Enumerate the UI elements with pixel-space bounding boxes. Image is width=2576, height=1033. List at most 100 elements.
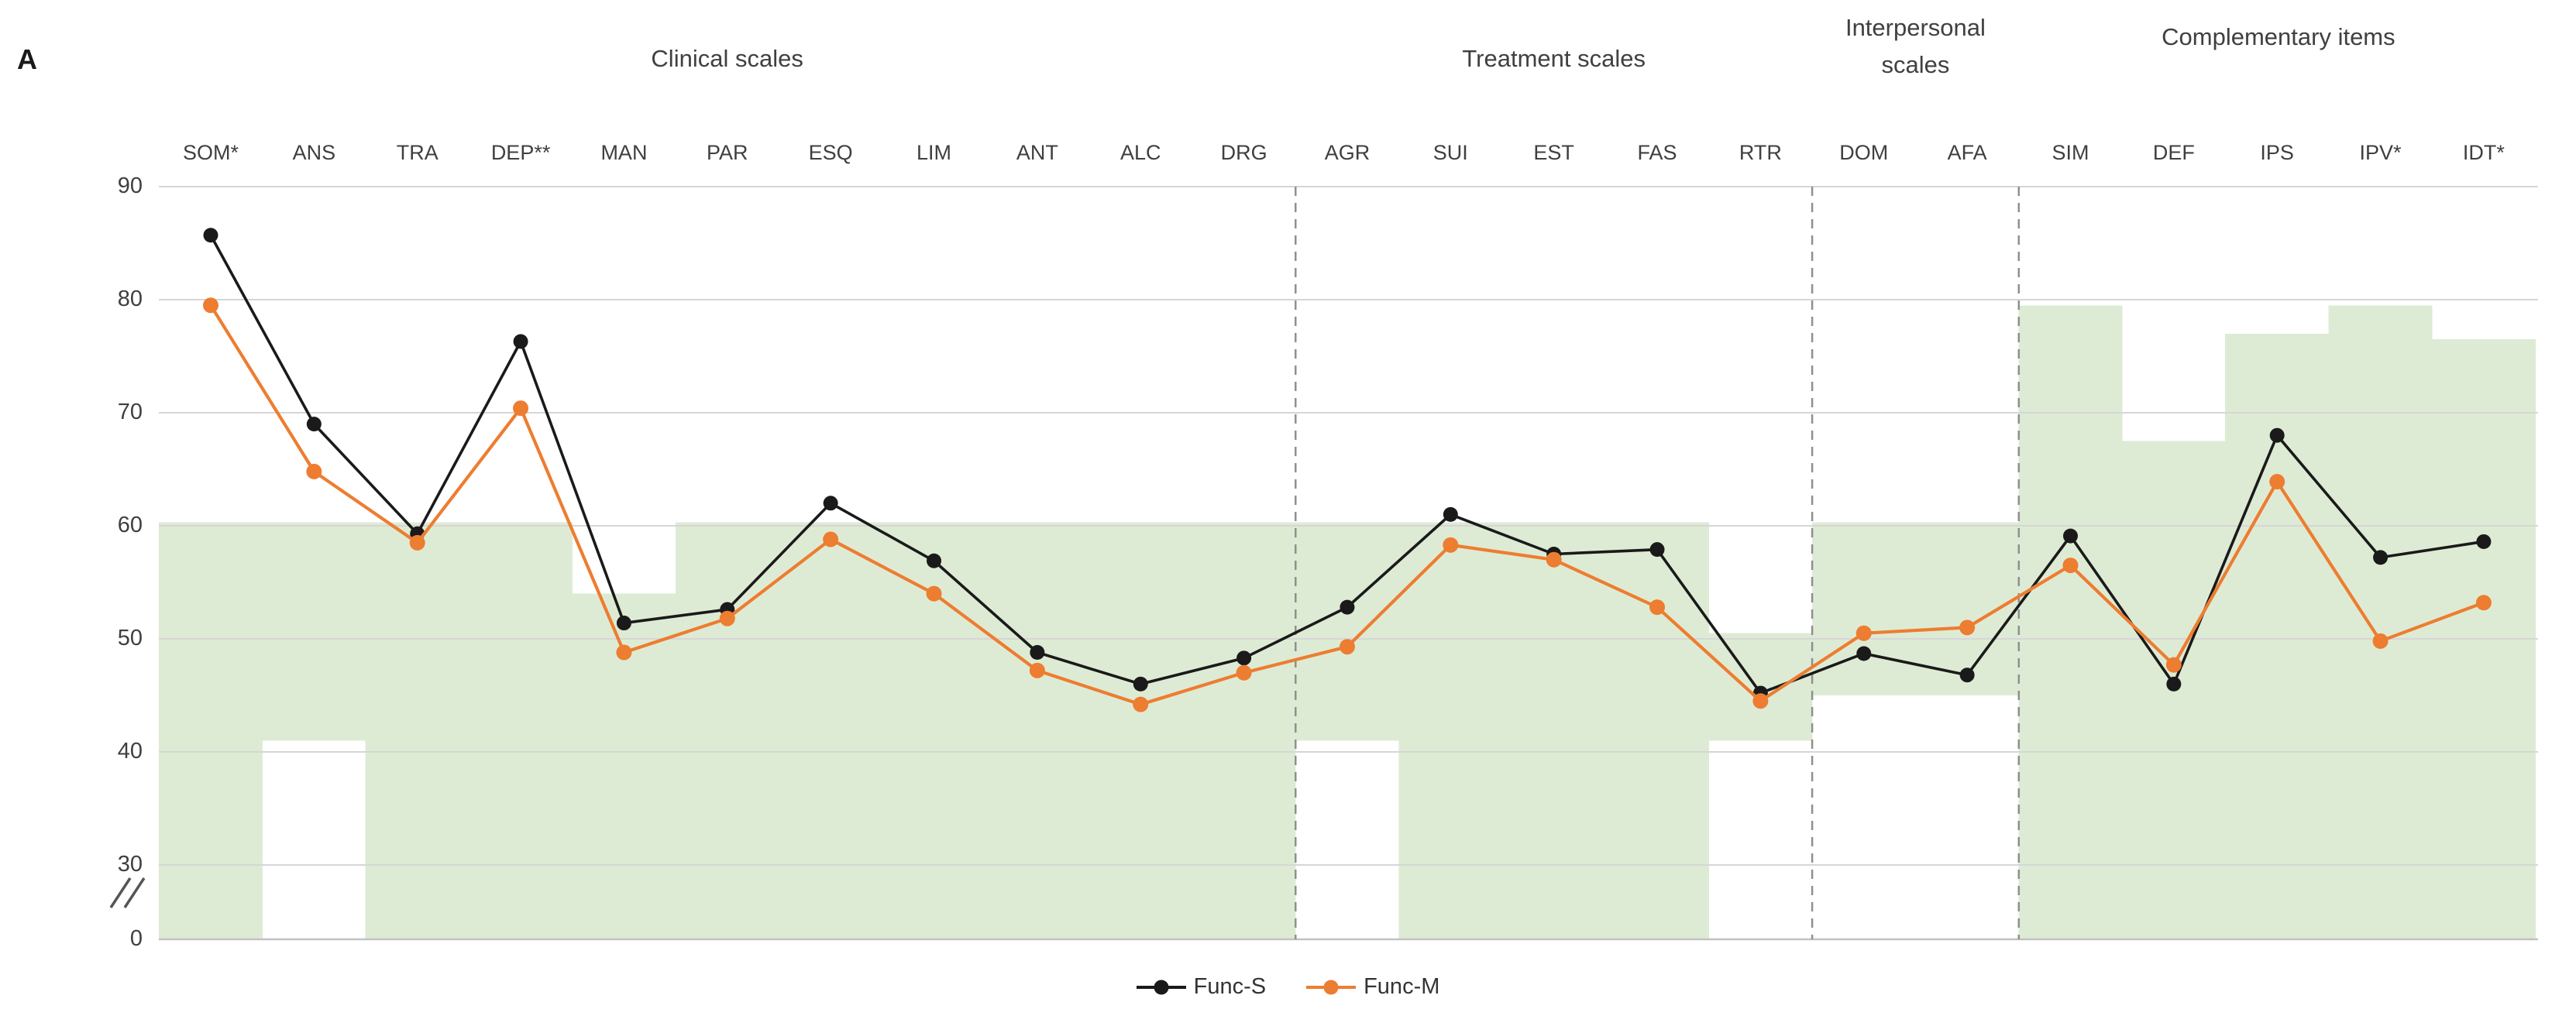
section-header: Clinical scales <box>651 45 803 72</box>
data-point-marker <box>1443 506 1458 522</box>
data-point-marker <box>306 417 322 432</box>
category-label: DEP** <box>490 141 551 164</box>
normative-band <box>1295 522 1399 741</box>
category-label: LIM <box>917 141 952 164</box>
axis-break-icon <box>109 877 146 908</box>
data-point-marker <box>2269 427 2285 443</box>
section-header: Treatment scales <box>1462 45 1646 72</box>
data-point-marker <box>1340 599 1355 615</box>
category-label: DRG <box>1220 141 1267 164</box>
data-point-marker <box>2062 558 2079 574</box>
data-point-marker <box>1339 639 1355 655</box>
category-label: IPV* <box>2359 141 2402 164</box>
y-tick-label: 90 <box>117 173 143 198</box>
data-point-marker <box>2165 657 2182 673</box>
data-point-marker <box>2166 676 2182 692</box>
category-label: SUI <box>1432 141 1468 164</box>
section-header: Complementary items <box>2162 23 2395 50</box>
y-tick-label: 70 <box>117 400 143 424</box>
legend-label: Func-M <box>1364 974 1440 999</box>
normative-band <box>985 522 1089 939</box>
category-label: DOM <box>1839 141 1889 164</box>
category-label: EST <box>1533 141 1574 164</box>
data-point-marker <box>823 496 838 511</box>
data-point-marker <box>823 531 839 547</box>
data-point-marker <box>926 585 942 602</box>
data-point-marker <box>1236 650 1252 666</box>
data-point-marker <box>1133 676 1148 692</box>
data-point-marker <box>1029 662 1045 678</box>
data-point-marker <box>719 610 735 626</box>
data-point-marker <box>306 463 322 479</box>
data-point-marker <box>203 228 218 243</box>
section-header: Interpersonal scales <box>1845 14 1986 79</box>
data-point-marker <box>1649 542 1665 558</box>
category-label: RTR <box>1739 141 1782 164</box>
data-point-marker <box>1959 619 1976 636</box>
data-point-marker <box>513 334 528 349</box>
category-label: SIM <box>2052 141 2089 164</box>
data-point-marker <box>203 297 218 314</box>
category-label: ESQ <box>808 141 853 164</box>
normative-band <box>2018 305 2123 939</box>
normative-band <box>1501 522 1606 939</box>
data-point-marker <box>616 616 631 631</box>
normative-band <box>882 522 986 939</box>
data-point-marker <box>1856 646 1872 661</box>
y-tick-label: 0 <box>129 926 143 951</box>
normative-band <box>1089 522 1193 939</box>
normative-band <box>469 522 573 939</box>
normative-band <box>779 522 883 939</box>
data-point-marker <box>513 400 529 417</box>
y-tick-label: 60 <box>117 513 143 537</box>
data-point-marker <box>1443 537 1459 553</box>
data-point-marker <box>2269 474 2285 490</box>
category-label: IPS <box>2260 141 2294 164</box>
y-tick-label: 40 <box>117 739 143 764</box>
category-label: ANT <box>1016 141 1058 164</box>
normative-band <box>159 522 263 939</box>
category-label: TRA <box>396 141 439 164</box>
chart-legend: Func-S Func-M <box>0 974 2576 1000</box>
legend-label: Func-S <box>1193 974 1267 999</box>
normative-band <box>2225 333 2330 939</box>
data-point-marker <box>2062 528 2078 544</box>
data-point-marker <box>409 534 425 551</box>
category-label: SOM* <box>182 141 239 164</box>
data-point-marker <box>2372 633 2389 649</box>
data-point-marker <box>1546 551 1562 568</box>
normative-band <box>365 522 469 939</box>
data-point-marker <box>1133 696 1149 712</box>
normative-band <box>2328 305 2433 939</box>
normative-band <box>675 522 779 939</box>
normative-band <box>1398 522 1503 939</box>
panel-label: A <box>17 43 37 75</box>
data-point-marker <box>2373 550 2389 565</box>
data-point-marker <box>1030 645 1045 661</box>
y-tick-label: 80 <box>117 287 143 311</box>
legend-line-marker-icon <box>1136 980 1186 994</box>
category-label: MAN <box>600 141 648 164</box>
legend-item: Func-S <box>1136 974 1267 1000</box>
data-point-marker <box>2476 534 2492 549</box>
data-point-marker <box>1855 625 1872 641</box>
category-label: DEF <box>2152 141 2195 164</box>
category-label: AFA <box>1947 141 1987 164</box>
data-point-marker <box>2475 595 2492 611</box>
category-label: ANS <box>292 141 336 164</box>
category-label: FAS <box>1637 141 1677 164</box>
y-tick-label: 50 <box>117 626 143 650</box>
normative-band <box>1811 522 1916 695</box>
data-point-marker <box>927 553 942 568</box>
normative-band <box>1605 522 1710 939</box>
legend-line-marker-icon <box>1306 980 1357 994</box>
data-point-marker <box>1752 693 1769 709</box>
normative-band <box>262 522 366 741</box>
data-point-marker <box>1236 664 1252 681</box>
category-label: PAR <box>707 141 748 164</box>
data-point-marker <box>1649 599 1666 616</box>
category-label: ALC <box>1119 141 1161 164</box>
